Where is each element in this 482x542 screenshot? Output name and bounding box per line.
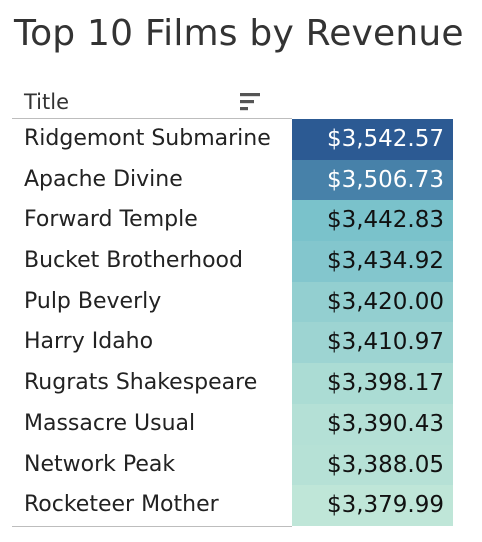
revenue-cell: $3,379.99: [292, 485, 453, 526]
film-title-cell: Pulp Beverly: [24, 282, 292, 323]
film-title-cell: Apache Divine: [24, 160, 292, 201]
revenue-cell: $3,434.92: [292, 241, 453, 282]
table-row[interactable]: Bucket Brotherhood $3,434.92: [12, 241, 453, 282]
revenue-cell: $3,390.43: [292, 404, 453, 445]
film-title-cell: Bucket Brotherhood: [24, 241, 292, 282]
table-header: Title: [24, 88, 264, 116]
film-title-cell: Massacre Usual: [24, 404, 292, 445]
film-title-cell: Harry Idaho: [24, 322, 292, 363]
revenue-cell: $3,388.05: [292, 445, 453, 486]
table-row[interactable]: Ridgemont Submarine $3,542.57: [12, 119, 453, 160]
table-row[interactable]: Massacre Usual $3,390.43: [12, 404, 453, 445]
sort-descending-icon[interactable]: [238, 91, 262, 113]
column-header-title[interactable]: Title: [24, 88, 69, 116]
film-title-cell: Network Peak: [24, 445, 292, 486]
table-row[interactable]: Apache Divine $3,506.73: [12, 160, 453, 201]
revenue-table: Ridgemont Submarine $3,542.57 Apache Divin…: [12, 119, 453, 526]
film-title-cell: Rocketeer Mother: [24, 485, 292, 526]
film-title-cell: Ridgemont Submarine: [24, 119, 292, 160]
table-row[interactable]: Network Peak $3,388.05: [12, 445, 453, 486]
table-row[interactable]: Harry Idaho $3,410.97: [12, 322, 453, 363]
film-title-cell: Forward Temple: [24, 200, 292, 241]
revenue-cell: $3,442.83: [292, 200, 453, 241]
table-bottom-rule: [12, 526, 292, 527]
table-row[interactable]: Rugrats Shakespeare $3,398.17: [12, 363, 453, 404]
table-row[interactable]: Pulp Beverly $3,420.00: [12, 282, 453, 323]
chart-title: Top 10 Films by Revenue: [14, 12, 464, 56]
revenue-cell: $3,420.00: [292, 282, 453, 323]
table-row[interactable]: Forward Temple $3,442.83: [12, 200, 453, 241]
revenue-cell: $3,542.57: [292, 119, 453, 160]
revenue-cell: $3,410.97: [292, 322, 453, 363]
film-title-cell: Rugrats Shakespeare: [24, 363, 292, 404]
table-row[interactable]: Rocketeer Mother $3,379.99: [12, 485, 453, 526]
sort-descending-icon-graphic: [238, 91, 262, 113]
revenue-cell: $3,506.73: [292, 160, 453, 201]
revenue-cell: $3,398.17: [292, 363, 453, 404]
